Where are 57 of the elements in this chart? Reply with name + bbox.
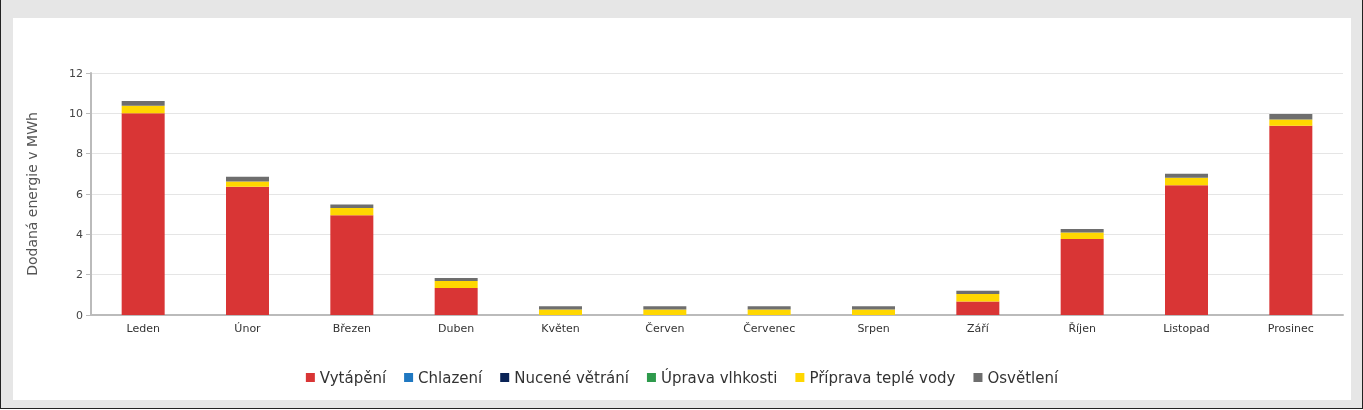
bar [1269, 119, 1313, 126]
x-tick-label: Prosinec [1267, 322, 1314, 335]
y-tick-label: 6 [76, 187, 83, 201]
bar [643, 306, 687, 310]
bar [226, 181, 269, 187]
bar [956, 290, 1000, 295]
y-tick-label: 4 [76, 227, 83, 241]
bar [1165, 173, 1208, 178]
bar [121, 113, 165, 315]
bar [434, 278, 478, 282]
y-axis-title: Dodaná energie v MWh [24, 112, 40, 276]
x-tick-label: Srpen [857, 322, 890, 335]
bar [330, 207, 374, 216]
x-tick-label: Září [966, 322, 990, 335]
legend-label: Chlazení [418, 368, 484, 387]
legend-label: Úprava vlhkosti [660, 367, 778, 387]
bar [539, 306, 582, 310]
legend-label: Příprava teplé vody [809, 368, 956, 387]
bar [1165, 177, 1208, 186]
x-tick-label: Květen [541, 322, 580, 335]
bar [956, 301, 1000, 315]
bar [330, 204, 374, 208]
x-tick-label: Listopad [1163, 322, 1210, 335]
x-tick-label: Březen [332, 322, 371, 335]
x-tick-label: Říjen [1068, 322, 1096, 335]
bar [121, 105, 165, 114]
bar [852, 309, 895, 315]
y-tick-label: 10 [69, 106, 83, 120]
bar [747, 309, 791, 315]
x-tick-label: Červenec [743, 322, 796, 335]
bar [1165, 185, 1208, 315]
y-tick-label: 12 [69, 66, 83, 80]
legend-label: Osvětlení [987, 368, 1059, 387]
bar [747, 306, 791, 310]
bar [434, 287, 478, 315]
bar [434, 281, 478, 288]
bar [1060, 229, 1104, 233]
y-tick-label: 0 [76, 308, 83, 322]
bar [226, 186, 269, 315]
y-tick-label: 2 [76, 268, 83, 282]
y-tick-label: 8 [76, 147, 83, 161]
x-tick-label: Leden [126, 322, 160, 335]
bar [1269, 125, 1313, 315]
x-tick-label: Duben [438, 322, 475, 335]
bar [121, 101, 165, 106]
legend-label: Nucené větrání [514, 368, 630, 387]
bar [852, 306, 895, 310]
bar [1269, 113, 1313, 120]
bar [539, 309, 582, 315]
x-tick-label: Únor [234, 322, 262, 335]
bar [1060, 232, 1104, 239]
x-tick-label: Červen [645, 322, 685, 335]
legend-label: Vytápění [319, 368, 387, 387]
bar [643, 309, 687, 315]
bar [330, 215, 374, 315]
bar [1060, 238, 1104, 315]
bar [956, 294, 1000, 302]
